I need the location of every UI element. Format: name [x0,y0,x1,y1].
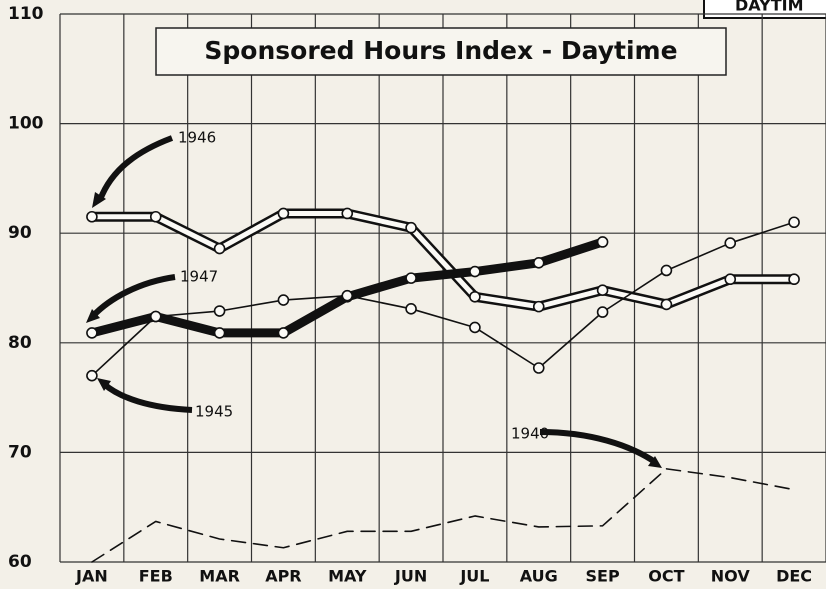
point [532,256,545,269]
annotation-arrow [539,429,657,465]
series-line [89,210,797,310]
point [405,221,417,234]
arrowhead [86,309,100,323]
chart-title: Sponsored Hours Index - Daytime [204,36,677,65]
point [277,327,290,339]
series-line [91,468,795,563]
y-tick-label: 70 [8,442,32,462]
point [213,305,226,317]
series-label: 1945 [195,403,233,421]
arrowhead [92,192,106,208]
x-tick-label: JUL [459,567,489,586]
series-line [87,237,608,338]
x-tick-label: NOV [711,567,751,586]
x-tick-label: MAY [328,567,367,586]
y-tick-label: 80 [8,333,32,353]
y-tick-label: 100 [8,114,44,134]
point [469,290,481,303]
point [660,298,673,311]
point [469,321,481,334]
title-box [155,27,727,76]
point [277,207,290,220]
point [532,300,545,313]
point [213,242,226,255]
arrowhead [648,456,662,468]
annotation-arrow [97,135,174,202]
point [149,210,162,223]
point [86,210,98,223]
x-tick-label: JUN [394,567,427,586]
point [86,327,98,339]
point [788,216,800,229]
x-tick-label: DEC [776,567,812,586]
x-tick-label: APR [265,567,301,586]
x-tick-label: AUG [520,567,558,586]
point [596,306,609,318]
point [86,369,98,382]
point [724,237,737,249]
point [277,294,290,306]
x-tick-label: OCT [648,567,684,586]
annotation-arrow [90,274,176,319]
series-line [91,221,795,377]
point [788,273,800,286]
series-label: 1940 [511,425,549,443]
point [596,284,609,296]
point [660,264,673,277]
annotation-arrow [102,381,193,413]
point [724,273,737,286]
point [532,362,545,374]
y-tick-label: 110 [8,4,44,24]
y-tick-label: 90 [8,223,32,243]
point [213,327,226,339]
point [149,310,162,323]
y-tick-label: 60 [8,552,32,572]
series-label: 1946 [178,129,216,147]
x-tick-label: JAN [75,567,108,586]
x-tick-label: SEP [585,567,619,586]
point [405,303,417,315]
x-tick-label: MAR [199,567,240,586]
corner-label: DAYTIM [735,0,804,15]
point [341,207,354,220]
point [341,289,354,302]
point [405,272,417,284]
point [469,265,481,278]
arrowhead [97,378,111,391]
series-label: 1947 [180,268,218,286]
x-tick-label: FEB [139,567,173,586]
point [596,236,609,248]
